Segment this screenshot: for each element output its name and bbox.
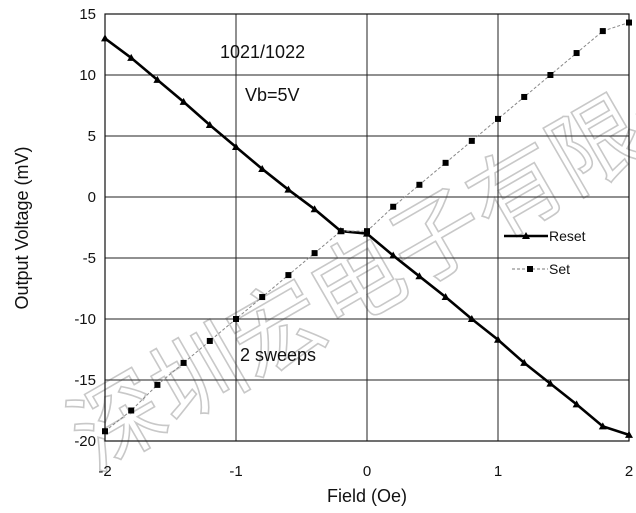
data-point-reset: [205, 121, 214, 129]
data-point-reset: [625, 430, 633, 438]
data-point-reset: [179, 97, 188, 105]
data-point-set: [233, 316, 239, 322]
data-point-set: [364, 228, 370, 235]
legend-set-label: Set: [549, 261, 570, 277]
legend-reset-marker: [522, 232, 530, 239]
data-point-reset: [310, 205, 319, 213]
y-axis-ticks: 15 10 5 0 -5 -10 -15 -20: [74, 6, 96, 450]
data-point-set: [128, 407, 135, 414]
data-point-reset: [467, 315, 476, 322]
y-tick-label: -10: [74, 311, 96, 328]
data-point-set: [547, 72, 554, 78]
data-point-reset: [232, 142, 240, 150]
x-axis-label: Field (Oe): [327, 486, 407, 506]
data-point-set: [285, 272, 292, 279]
y-tick-label: -20: [74, 433, 96, 450]
y-tick-label: 0: [88, 189, 96, 206]
data-point-reset: [284, 185, 293, 193]
data-point-set: [416, 181, 423, 188]
data-point-reset: [441, 293, 450, 301]
data-point-reset: [127, 53, 136, 61]
data-point-reset: [415, 272, 424, 280]
data-point-set: [311, 250, 318, 257]
legend-reset-label: Reset: [549, 228, 586, 244]
y-tick-label: 10: [79, 67, 96, 84]
annotation-sweeps: 2 sweeps: [240, 345, 316, 365]
data-point-reset: [520, 358, 529, 366]
data-point-set: [259, 294, 266, 301]
data-point-set: [206, 337, 213, 344]
data-point-reset: [494, 335, 502, 343]
data-point-reset: [101, 34, 109, 42]
data-point-reset: [153, 75, 162, 83]
data-point-set: [390, 203, 397, 210]
data-point-set: [626, 19, 632, 26]
data-point-set: [521, 93, 528, 100]
data-point-set: [495, 115, 501, 122]
x-tick-label: 1: [494, 463, 502, 480]
series-layer: [101, 19, 633, 438]
data-point-reset: [572, 400, 581, 408]
annotation-model: 1021/1022: [220, 42, 305, 62]
x-tick-label: 0: [363, 463, 371, 480]
data-point-reset: [258, 164, 267, 172]
data-point-set: [468, 137, 475, 144]
data-point-set: [599, 28, 606, 35]
annotation-bias: Vb=5V: [245, 85, 300, 105]
data-point-reset: [598, 422, 607, 430]
data-point-set: [180, 359, 187, 366]
data-point-reset: [389, 251, 398, 259]
y-tick-label: 5: [88, 128, 96, 145]
legend-set-marker: [527, 266, 533, 272]
data-point-set: [337, 228, 344, 235]
data-point-set: [442, 159, 449, 166]
data-point-reset: [546, 379, 555, 387]
data-point-set: [154, 381, 161, 388]
series-set: [102, 19, 632, 435]
y-axis-label: Output Voltage (mV): [12, 146, 32, 309]
x-tick-label: -2: [98, 463, 111, 480]
y-tick-label: -15: [74, 372, 96, 389]
x-axis-ticks: -2 -1 0 1 2: [98, 463, 633, 480]
y-tick-label: -5: [83, 250, 96, 267]
data-point-set: [102, 428, 108, 435]
x-tick-label: 2: [625, 463, 633, 480]
y-tick-label: 15: [79, 6, 96, 23]
plot-frame: [104, 13, 630, 442]
x-tick-label: -1: [229, 463, 242, 480]
data-point-set: [573, 50, 580, 57]
grid: [104, 13, 630, 442]
legend: Reset Set: [504, 228, 586, 277]
